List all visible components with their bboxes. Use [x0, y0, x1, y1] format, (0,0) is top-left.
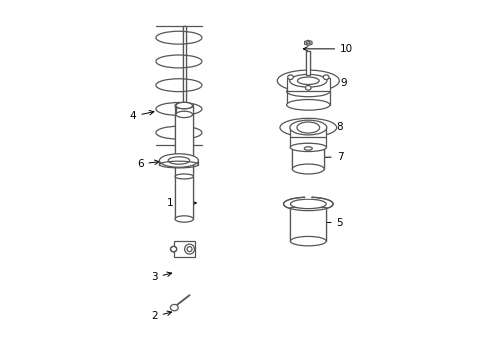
Ellipse shape	[277, 70, 339, 91]
Ellipse shape	[290, 237, 325, 246]
Ellipse shape	[292, 144, 324, 153]
Ellipse shape	[290, 199, 325, 209]
Ellipse shape	[289, 120, 326, 135]
Ellipse shape	[279, 118, 336, 137]
Ellipse shape	[159, 154, 198, 167]
Ellipse shape	[306, 42, 309, 44]
Ellipse shape	[289, 75, 326, 87]
Ellipse shape	[289, 143, 326, 152]
Ellipse shape	[323, 75, 328, 80]
Text: 10: 10	[303, 44, 353, 54]
Ellipse shape	[175, 102, 193, 109]
Text: 2: 2	[151, 311, 171, 321]
Ellipse shape	[184, 244, 194, 254]
Ellipse shape	[286, 100, 329, 110]
Text: 4: 4	[129, 111, 154, 121]
Bar	[183, 26, 185, 114]
Ellipse shape	[305, 86, 310, 90]
Bar	[176, 105, 192, 114]
Text: 5: 5	[311, 217, 343, 228]
Ellipse shape	[297, 77, 319, 85]
Bar	[292, 148, 324, 169]
Bar	[290, 207, 325, 241]
Bar	[286, 78, 329, 91]
Text: 1: 1	[166, 198, 196, 208]
Ellipse shape	[286, 86, 329, 97]
Text: 6: 6	[137, 159, 159, 169]
Ellipse shape	[175, 216, 193, 222]
Ellipse shape	[170, 305, 178, 311]
Text: 9: 9	[320, 77, 346, 87]
Text: 8: 8	[311, 122, 343, 132]
Ellipse shape	[296, 122, 319, 133]
Bar	[305, 51, 310, 76]
Ellipse shape	[292, 164, 324, 174]
Bar	[289, 126, 326, 137]
Ellipse shape	[283, 197, 332, 211]
Text: 7: 7	[308, 152, 343, 162]
Ellipse shape	[287, 75, 293, 80]
Text: 3: 3	[151, 272, 171, 283]
Polygon shape	[304, 40, 311, 45]
Bar	[173, 241, 195, 257]
Ellipse shape	[170, 246, 177, 252]
Bar	[175, 114, 193, 219]
Ellipse shape	[175, 174, 193, 179]
Ellipse shape	[176, 111, 192, 118]
Ellipse shape	[176, 102, 192, 109]
Ellipse shape	[304, 147, 312, 150]
